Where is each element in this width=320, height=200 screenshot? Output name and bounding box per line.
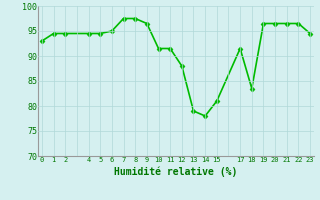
X-axis label: Humidité relative (%): Humidité relative (%)	[114, 166, 238, 177]
